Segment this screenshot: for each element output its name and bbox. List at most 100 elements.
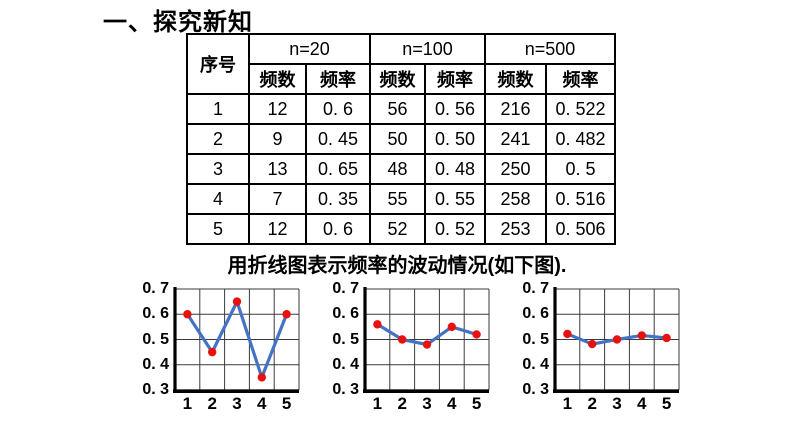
corner-header: 序号 [186, 33, 250, 95]
y-tick-label: 0. 7 [142, 280, 169, 297]
x-tick-label: 1 [372, 394, 383, 413]
y-axis-labels: 0. 7 0. 6 0. 5 0. 4 0. 3 [319, 279, 359, 400]
plot-area [553, 287, 681, 393]
group-header-n100: n=100 [369, 33, 487, 65]
x-tick-label: 3 [612, 394, 622, 413]
subheader-count: 频数 [484, 63, 548, 95]
x-tick-label: 2 [397, 394, 407, 413]
y-tick-label: 0. 3 [332, 381, 359, 398]
plot-area [363, 287, 491, 393]
table-row: 4 7 0. 35 55 0. 55 258 0. 516 [186, 183, 617, 215]
table-cell: 9 [248, 123, 307, 155]
table-cell: 0. 65 [304, 153, 372, 185]
line-chart-plot [553, 287, 680, 393]
x-tick-label: 3 [232, 394, 242, 413]
y-tick-label: 0. 4 [142, 355, 169, 373]
y-tick-label: 0. 3 [522, 381, 549, 398]
table-cell: 253 [484, 213, 548, 245]
subheader-count: 频数 [369, 63, 427, 95]
y-tick-label: 0. 7 [522, 280, 549, 297]
table-cell: 1 [186, 93, 250, 125]
x-tick-label: 5 [281, 394, 292, 413]
x-tick-label: 2 [207, 394, 217, 413]
y-tick-label: 0. 6 [522, 305, 549, 323]
x-tick-label: 4 [257, 394, 267, 413]
table-cell: 4 [186, 183, 250, 215]
x-tick-label: 1 [182, 394, 193, 413]
y-tick-label: 0. 4 [332, 355, 359, 373]
table-cell: 5 [186, 213, 250, 245]
x-tick-label: 1 [562, 394, 573, 413]
table-cell: 48 [369, 153, 427, 185]
table-cell: 52 [369, 213, 427, 245]
y-tick-label: 0. 6 [142, 305, 169, 323]
table-cell: 0. 56 [424, 93, 487, 125]
y-tick-label: 0. 4 [522, 355, 549, 373]
group-header-n500: n=500 [484, 33, 617, 65]
y-tick-label: 0. 6 [332, 305, 359, 323]
table-cell: 12 [248, 213, 307, 245]
y-axis-labels: 0. 7 0. 6 0. 5 0. 4 0. 3 [129, 279, 169, 400]
subheader-rate: 频率 [545, 63, 617, 95]
y-axis-labels: 0. 7 0. 6 0. 5 0. 4 0. 3 [509, 279, 549, 400]
table-cell: 2 [186, 123, 250, 155]
plot-area [173, 287, 301, 393]
y-tick-label: 0. 3 [142, 381, 169, 398]
table-cell: 0. 506 [545, 213, 617, 245]
table-cell: 250 [484, 153, 548, 185]
table-cell: 0. 522 [545, 93, 617, 125]
x-tick-label: 5 [661, 394, 672, 413]
table-row: 2 9 0. 45 50 0. 50 241 0. 482 [186, 123, 617, 155]
subheader-rate: 频率 [304, 63, 372, 95]
table-cell: 13 [248, 153, 307, 185]
line-chart-plot [363, 287, 490, 393]
table-cell: 0. 50 [424, 123, 487, 155]
subheader-count: 频数 [248, 63, 307, 95]
x-tick-label: 5 [471, 394, 482, 413]
x-tick-label: 2 [587, 394, 597, 413]
y-tick-label: 0. 5 [522, 330, 549, 348]
table-cell: 258 [484, 183, 548, 215]
table-cell: 0. 516 [545, 183, 617, 215]
y-tick-label: 0. 5 [332, 330, 359, 348]
table-cell: 0. 482 [545, 123, 617, 155]
table-cell: 0. 48 [424, 153, 487, 185]
table-row: 3 13 0. 65 48 0. 48 250 0. 5 [186, 153, 617, 185]
table-cell: 0. 6 [304, 93, 372, 125]
table-cell: 0. 35 [304, 183, 372, 215]
y-tick-label: 0. 5 [142, 330, 169, 348]
table-row: 1 12 0. 6 56 0. 56 216 0. 522 [186, 93, 617, 125]
table-cell: 50 [369, 123, 427, 155]
table-header-row-1: 序号 n=20 n=100 n=500 [186, 33, 617, 95]
table-cell: 0. 52 [424, 213, 487, 245]
x-tick-label: 4 [637, 394, 647, 413]
table-cell: 3 [186, 153, 250, 185]
frequency-table: 序号 n=20 n=100 n=500 频数 频率 频数 频率 频数 频率 1 … [186, 33, 617, 245]
table-cell: 0. 5 [545, 153, 617, 185]
table-cell: 216 [484, 93, 548, 125]
table-header-row-2: 频数 频率 频数 频率 频数 频率 [187, 63, 617, 95]
table-cell: 56 [369, 93, 427, 125]
table-cell: 0. 55 [424, 183, 487, 215]
caption: 用折线图表示频率的波动情况(如下图). [227, 255, 567, 277]
y-tick-label: 0. 7 [332, 280, 359, 297]
group-header-n20: n=20 [247, 33, 372, 65]
table-row: 5 12 0. 6 52 0. 52 253 0. 506 [186, 213, 617, 245]
x-tick-label: 3 [422, 394, 432, 413]
table-cell: 0. 6 [304, 213, 372, 245]
table-cell: 7 [248, 183, 307, 215]
x-tick-label: 4 [447, 394, 457, 413]
table-cell: 12 [248, 93, 307, 125]
table-cell: 55 [369, 183, 427, 215]
table-cell: 0. 45 [304, 123, 372, 155]
subheader-rate: 频率 [424, 63, 487, 95]
page-title: 一、探究新知 [103, 9, 253, 36]
line-chart-plot [173, 287, 300, 393]
